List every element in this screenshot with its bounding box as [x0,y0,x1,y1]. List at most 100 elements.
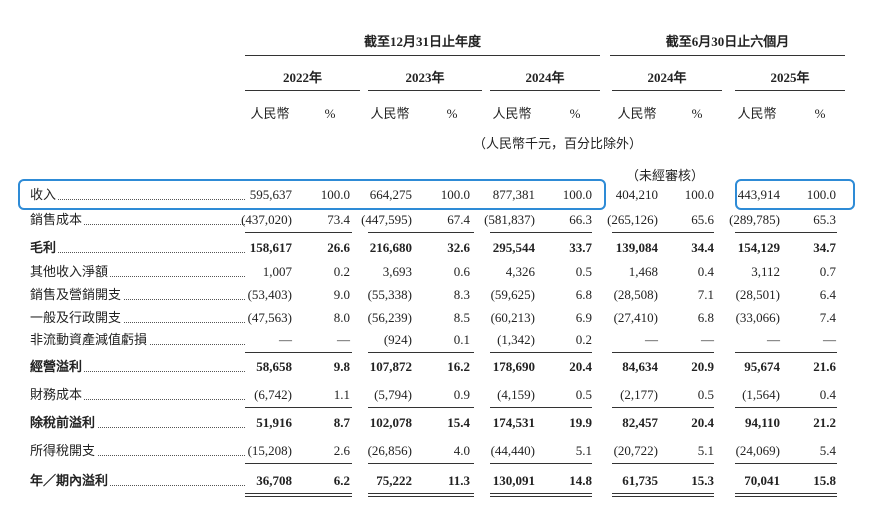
cell: (447,595) [361,212,412,227]
cell: 0.7 [819,264,836,279]
subtotal-rule [735,232,837,233]
group-title: 截至12月31日止年度 [363,34,481,49]
cell: 8.5 [453,310,470,325]
cell: 0.1 [453,332,470,347]
row-label-text: 所得稅開支 [30,443,98,458]
cell: 216,680 [369,240,412,255]
cell: 0.5 [575,264,592,279]
cell: 443,914 [737,187,780,202]
column-label: 人民幣 [737,106,777,121]
row-label: 銷售成本 [30,212,245,228]
cell: — [767,332,780,347]
cell: 174,531 [492,415,535,430]
cell: 0.6 [453,264,470,279]
subtotal-rule [490,407,592,408]
cell: 65.3 [813,212,836,227]
cell: (289,785) [729,212,780,227]
cell: 154,129 [737,240,780,255]
subtotal-rule [490,352,592,353]
cell: 9.8 [333,359,350,374]
row-label: 除稅前溢利 [30,415,245,431]
cell: (24,069) [735,443,780,458]
year-line [368,90,482,91]
row-label: 收入 [30,187,245,203]
cell: — [823,332,836,347]
cell: 0.2 [333,264,350,279]
cell: 1,468 [628,264,658,279]
cell: 158,617 [249,240,292,255]
cell: 100.0 [440,187,470,202]
cell: 21.6 [813,359,836,374]
row-label: 銷售及營銷開支 [30,287,245,303]
column-label: 人民幣 [492,106,532,121]
cell: 20.9 [691,359,714,374]
cell: 178,690 [492,359,535,374]
subtotal-rule [368,407,474,408]
cell: 15.8 [813,473,836,488]
total-rule [612,493,714,494]
cell: 0.5 [697,387,714,402]
cell: 0.4 [697,264,714,279]
year-line [612,90,722,91]
cell: (1,342) [497,332,535,347]
cell: 3,693 [382,264,412,279]
row-label-text: 除稅前溢利 [30,415,98,430]
cell: 100.0 [684,187,714,202]
subtotal-rule [245,463,352,464]
cell: — [645,332,658,347]
cell: 100.0 [562,187,592,202]
cell: (265,126) [607,212,658,227]
row-label: 一般及行政開支 [30,310,245,326]
cell: (60,213) [490,310,535,325]
cell: 6.2 [333,473,350,488]
cell: (1,564) [742,387,780,402]
cell: 139,084 [615,240,658,255]
cell: 2.6 [333,443,350,458]
cell: 0.9 [453,387,470,402]
cell: (26,856) [367,443,412,458]
cell: 102,078 [369,415,412,430]
cell: 295,544 [492,240,535,255]
cell: — [701,332,714,347]
row-label-text: 一般及行政開支 [30,310,124,325]
cell: 8.7 [333,415,350,430]
row-label-text: 毛利 [30,240,59,255]
total-rule [490,496,592,497]
row-label: 所得稅開支 [30,443,245,459]
subtotal-rule [612,463,714,464]
unit-note: （人民幣千元，百分比除外） [473,136,643,151]
cell: 11.3 [447,473,470,488]
highlight-box [735,179,855,210]
cell: (56,239) [367,310,412,325]
cell: 107,872 [369,359,412,374]
row-label: 經營溢利 [30,359,245,375]
cell: (44,440) [490,443,535,458]
cell: 34.4 [691,240,714,255]
cell: 82,457 [622,415,658,430]
subtotal-rule [368,352,474,353]
cell: — [279,332,292,347]
cell: 7.1 [697,287,714,302]
subtotal-rule [245,232,352,233]
row-label-text: 其他收入淨額 [30,264,111,279]
cell: 0.5 [575,387,592,402]
row-label: 毛利 [30,240,245,256]
cell: 51,916 [256,415,292,430]
cell: 404,210 [615,187,658,202]
cell: (33,066) [735,310,780,325]
subtotal-rule [735,463,837,464]
cell: 7.4 [819,310,836,325]
cell: 32.6 [447,240,470,255]
subtotal-rule [245,407,352,408]
row-label-text: 非流動資產減值虧損 [30,332,150,347]
column-label: 人民幣 [250,106,290,121]
row-label-text: 銷售成本 [30,212,85,227]
cell: 20.4 [691,415,714,430]
year-line [490,90,600,91]
cell: 5.1 [575,443,592,458]
cell: 5.4 [819,443,836,458]
column-label: % [814,106,826,121]
row-label: 非流動資產減值虧損 [30,332,245,348]
cell: 15.4 [447,415,470,430]
